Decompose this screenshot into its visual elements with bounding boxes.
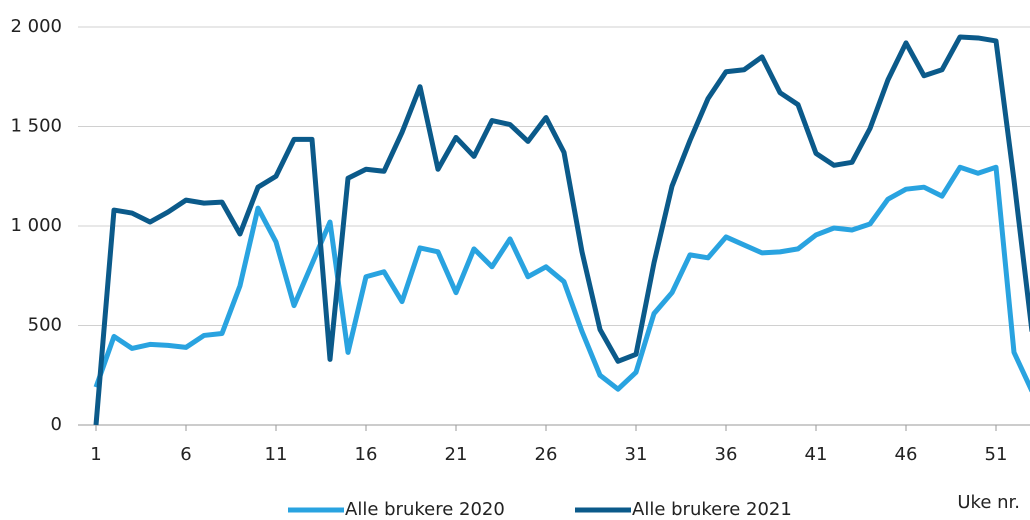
y-tick-label: 500	[28, 315, 62, 336]
x-tick-label: 1	[90, 444, 101, 465]
x-tick-label: 36	[715, 444, 738, 465]
legend-label: Alle brukere 2021	[632, 499, 792, 520]
legend-label: Alle brukere 2020	[345, 499, 505, 520]
x-tick-label: 46	[895, 444, 918, 465]
series-line	[93, 164, 1030, 393]
series-line	[93, 34, 1030, 426]
y-tick-label: 1 000	[10, 215, 62, 236]
y-tick-label: 2 000	[10, 16, 62, 37]
x-tick-label: 21	[445, 444, 468, 465]
x-tick-label: 41	[805, 444, 828, 465]
y-tick-label: 1 500	[10, 116, 62, 137]
x-tick-label: 51	[985, 444, 1008, 465]
x-tick-label: 11	[265, 444, 288, 465]
x-tick-label: 31	[625, 444, 648, 465]
x-tick-label: 6	[180, 444, 191, 465]
y-tick-label: 0	[51, 414, 62, 435]
x-tick-label: 16	[355, 444, 378, 465]
x-axis-label: Uke nr.	[957, 492, 1020, 513]
x-tick-label: 26	[535, 444, 558, 465]
